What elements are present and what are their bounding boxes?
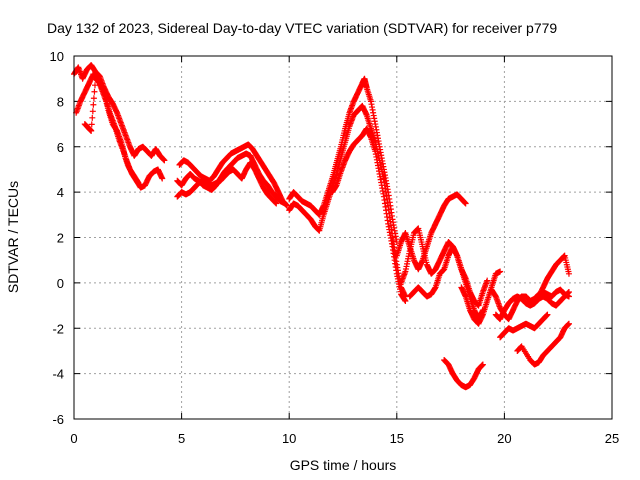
data-point xyxy=(565,270,572,277)
data-point xyxy=(88,121,95,128)
y-tick-label: 6 xyxy=(57,140,64,155)
y-tick-label: 10 xyxy=(50,49,64,64)
x-tick-label: 5 xyxy=(178,431,185,446)
data-point xyxy=(462,200,469,207)
y-tick-label: -6 xyxy=(52,412,64,427)
y-tick-label: -2 xyxy=(52,321,64,336)
data-point xyxy=(497,268,504,275)
data-point xyxy=(565,320,572,327)
y-tick-label: 8 xyxy=(57,94,64,109)
data-point xyxy=(479,361,486,368)
y-tick-label: 2 xyxy=(57,231,64,246)
data-point xyxy=(89,108,96,115)
data-point xyxy=(89,114,96,121)
x-tick-label: 10 xyxy=(282,431,296,446)
data-point xyxy=(544,311,551,318)
data-point xyxy=(159,175,166,182)
x-tick-label: 20 xyxy=(497,431,511,446)
data-point xyxy=(402,298,409,305)
data-point xyxy=(91,82,98,89)
data-point xyxy=(565,288,572,295)
x-axis-label: GPS time / hours xyxy=(290,457,397,473)
data-point xyxy=(88,127,95,134)
data-point xyxy=(161,157,168,164)
data-point xyxy=(484,277,491,284)
x-tick-label: 15 xyxy=(390,431,404,446)
x-tick-label: 0 xyxy=(70,431,77,446)
data-point xyxy=(91,88,98,95)
data-point xyxy=(281,200,288,207)
y-tick-label: -4 xyxy=(52,367,64,382)
x-tick-label: 25 xyxy=(605,431,619,446)
y-axis-label: SDTVAR / TECUs xyxy=(5,181,21,293)
data-point xyxy=(90,101,97,108)
plot-frame xyxy=(73,55,613,420)
y-tick-label: 0 xyxy=(57,276,64,291)
chart-title: Day 132 of 2023, Sidereal Day-to-day VTE… xyxy=(47,20,557,36)
tick-labels: 0 5 10 15 20 25 -6 -4 -2 0 2 4 6 8 10 xyxy=(50,49,620,446)
data-point xyxy=(90,95,97,102)
data-point xyxy=(273,200,280,207)
data-point xyxy=(135,180,142,187)
y-tick-label: 4 xyxy=(57,185,64,200)
data-points xyxy=(71,62,572,391)
